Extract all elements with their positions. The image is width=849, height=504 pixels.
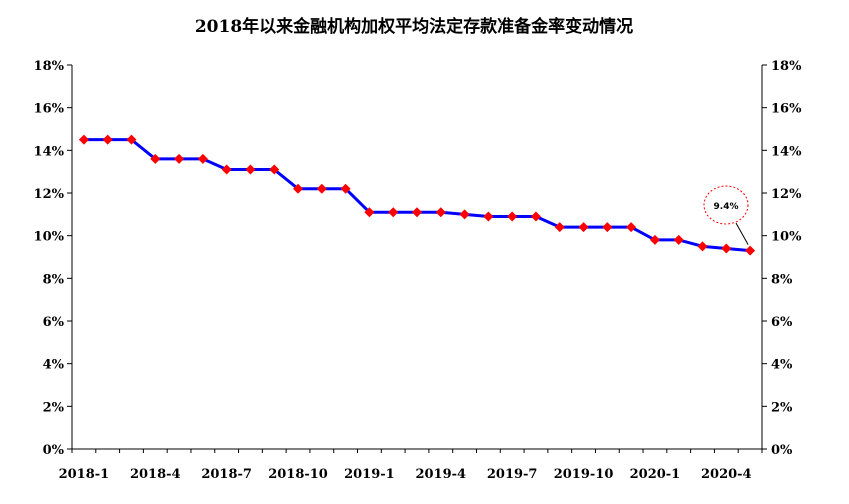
y-tick-label-right: 18%: [771, 59, 802, 74]
data-point: [412, 207, 422, 218]
data-point: [459, 209, 470, 220]
y-tick-label-left: 18%: [34, 59, 65, 74]
x-tick-label: 2019-4: [415, 467, 466, 482]
y-tick-label-right: 14%: [771, 144, 802, 159]
x-tick-label: 2019-10: [554, 467, 614, 482]
y-tick-label-left: 14%: [34, 144, 65, 159]
x-tick-label: 2018-7: [201, 467, 252, 482]
axes: [71, 65, 763, 450]
data-point: [102, 134, 113, 145]
annotation-ellipse: [703, 185, 749, 225]
y-tick-label-right: 10%: [771, 230, 802, 245]
data-point: [150, 153, 161, 164]
data-point: [78, 134, 89, 145]
x-tick-label: 2020-4: [701, 467, 752, 482]
data-point: [626, 222, 637, 233]
data-point: [269, 164, 280, 175]
y-tick-label-left: 4%: [43, 358, 65, 373]
y-tick-label-left: 2%: [43, 400, 65, 415]
data-point: [530, 211, 541, 222]
data-point: [507, 211, 518, 222]
y-tick-label-left: 8%: [43, 272, 65, 287]
y-axis-left: 0% 2% 4% 6% 8% 10% 12% 14% 16% 18%: [34, 59, 72, 458]
x-axis: 2018-1 2018-4 2018-7 2018-10 2019-1 2019-4 201…: [59, 449, 763, 482]
y-tick-label-right: 2%: [771, 400, 793, 415]
data-point: [126, 134, 137, 145]
series-line: [83, 138, 751, 253]
x-tick-label: 2018-1: [59, 467, 110, 482]
y-tick-label-right: 4%: [771, 358, 793, 373]
x-tick-label: 2019-1: [344, 467, 395, 482]
data-point: [316, 183, 327, 194]
y-tick-label-right: 0%: [771, 443, 793, 458]
annotation: 9.4%: [703, 185, 749, 245]
x-tick-label: 2019-7: [487, 467, 538, 482]
y-axis-right: 0% 2% 4% 6% 8% 10% 12% 14% 16% 18%: [762, 59, 802, 458]
y-tick-label-left: 12%: [34, 187, 65, 202]
data-point: [697, 241, 708, 252]
data-point: [174, 153, 185, 164]
y-tick-label-left: 10%: [34, 230, 65, 245]
x-tick-label: 2018-4: [130, 467, 181, 482]
x-tick-label: 2018-10: [268, 467, 328, 482]
data-point: [340, 183, 351, 194]
data-point: [245, 164, 256, 175]
y-tick-label-left: 0%: [43, 443, 65, 458]
data-point: [364, 207, 375, 218]
data-point: [673, 234, 684, 245]
data-point: [745, 245, 756, 256]
y-tick-label-right: 8%: [771, 272, 793, 287]
data-point: [721, 243, 732, 254]
y-tick-label-right: 12%: [771, 187, 802, 202]
data-point: [435, 207, 446, 218]
data-point: [602, 222, 613, 233]
data-point: [221, 164, 232, 175]
x-tick-label: 2020-1: [630, 467, 681, 482]
y-tick-label-right: 6%: [771, 315, 793, 330]
annotation-leader: [735, 222, 749, 245]
data-point: [649, 234, 660, 245]
data-point: [578, 222, 589, 233]
data-point: [554, 222, 565, 233]
chart-title: 2018年以来金融机构加权平均法定存款准备金率变动情况: [195, 16, 633, 37]
data-point: [388, 207, 399, 218]
annotation-label: 9.4%: [714, 202, 739, 212]
data-point: [197, 153, 208, 164]
data-point: [293, 183, 304, 194]
y-tick-label-right: 16%: [771, 102, 802, 117]
y-tick-label-left: 6%: [43, 315, 65, 330]
series: [78, 134, 756, 256]
data-point: [483, 211, 494, 222]
y-tick-label-left: 16%: [34, 102, 65, 117]
